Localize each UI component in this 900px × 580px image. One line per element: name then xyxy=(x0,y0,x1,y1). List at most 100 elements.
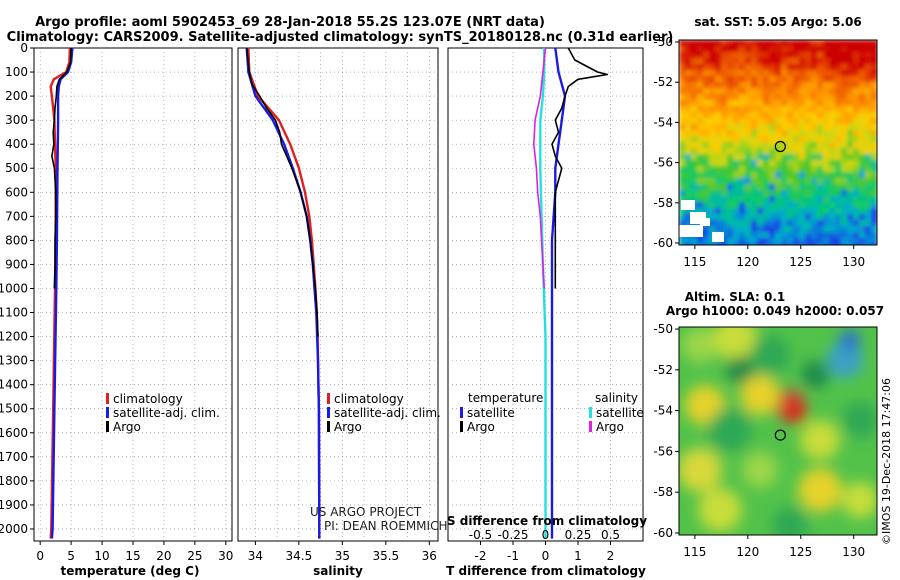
heatmap-cell xyxy=(757,232,764,239)
heatmap-cell xyxy=(769,238,776,245)
y-tick-label: 600 xyxy=(5,185,28,199)
heatmap-cell xyxy=(811,238,818,245)
heatmap-blob xyxy=(682,327,718,363)
y-tick-label: 0 xyxy=(20,41,28,55)
heatmap-cell xyxy=(721,238,728,245)
heatmap-cell xyxy=(751,238,758,245)
heatmap-cell xyxy=(715,178,722,185)
legend-title-salinity: salinity xyxy=(595,391,638,405)
heatmap-cell xyxy=(871,202,877,209)
heatmap-cell xyxy=(835,220,842,227)
heatmap-cell xyxy=(715,196,722,203)
heatmap-cell xyxy=(853,208,860,215)
heatmap-cell xyxy=(763,238,770,245)
heatmap-cell xyxy=(721,196,728,203)
heatmap-cell xyxy=(811,154,818,161)
heatmap-cell xyxy=(775,166,782,173)
heatmap-cell xyxy=(709,64,716,71)
heatmap-cell xyxy=(703,58,710,65)
series-line-argo xyxy=(245,47,319,337)
x-tick-label: 130 xyxy=(842,255,865,269)
heatmap-cell xyxy=(823,232,830,239)
heatmap-cell xyxy=(697,94,704,101)
heatmap-cell xyxy=(799,214,806,221)
temperature-xlabel: temperature (deg C) xyxy=(61,564,200,578)
heatmap-cell xyxy=(859,226,866,233)
heatmap-cell xyxy=(769,100,776,107)
heatmap-cell xyxy=(793,40,800,47)
heatmap-cell xyxy=(805,70,812,77)
legend-swatch-t-argo xyxy=(460,421,463,432)
heatmap-cell xyxy=(799,82,806,89)
heatmap-cell xyxy=(739,196,746,203)
heatmap-cell xyxy=(679,106,686,113)
heatmap-cell xyxy=(679,64,686,71)
heatmap-cell xyxy=(775,154,782,161)
heatmap-cell xyxy=(859,178,866,185)
heatmap-cell xyxy=(703,106,710,113)
heatmap-cell xyxy=(829,58,836,65)
heatmap-cell xyxy=(787,232,794,239)
heatmap-cell xyxy=(781,238,788,245)
heatmap-cell xyxy=(871,214,877,221)
heatmap-cell xyxy=(805,52,812,59)
sla-map-frame xyxy=(678,326,878,536)
heatmap-cell xyxy=(817,94,824,101)
heatmap-cell xyxy=(871,124,877,131)
heatmap-cell xyxy=(859,52,866,59)
sla-map-panel: Altim. SLA: 0.1 Argo h1000: 0.049 h2000:… xyxy=(653,290,893,559)
heatmap-cell xyxy=(739,82,746,89)
heatmap-cell xyxy=(751,124,758,131)
heatmap-cell xyxy=(739,154,746,161)
heatmap-cell xyxy=(703,232,710,239)
heatmap-cell xyxy=(757,118,764,125)
heatmap-cell xyxy=(799,88,806,95)
heatmap-cell xyxy=(691,166,698,173)
heatmap-cell xyxy=(865,202,872,209)
heatmap-cell xyxy=(757,148,764,155)
heatmap-cell xyxy=(691,184,698,191)
heatmap-cell xyxy=(679,148,686,155)
heatmap-cell xyxy=(841,214,848,221)
heatmap-cell xyxy=(703,202,710,209)
heatmap-cell xyxy=(811,112,818,119)
heatmap-cell xyxy=(871,118,877,125)
heatmap-cell xyxy=(775,232,782,239)
heatmap-cell xyxy=(817,106,824,113)
heatmap-cell xyxy=(829,196,836,203)
heatmap-cell xyxy=(715,52,722,59)
heatmap-cell xyxy=(841,112,848,119)
heatmap-cell xyxy=(751,112,758,119)
heatmap-cell xyxy=(709,52,716,59)
heatmap-cell xyxy=(793,160,800,167)
heatmap-cell xyxy=(685,214,692,221)
heatmap-cell xyxy=(793,220,800,227)
heatmap-cell xyxy=(829,238,836,245)
heatmap-cell xyxy=(811,190,818,197)
heatmap-cell xyxy=(751,94,758,101)
heatmap-cell xyxy=(751,130,758,137)
heatmap-cell xyxy=(805,130,812,137)
legend-label-s-satellite: satellite xyxy=(596,406,644,420)
heatmap-cell xyxy=(679,94,686,101)
heatmap-cell xyxy=(757,64,764,71)
heatmap-cell xyxy=(709,196,716,203)
heatmap-cell xyxy=(769,52,776,59)
heatmap-cell xyxy=(763,154,770,161)
heatmap-cell xyxy=(757,202,764,209)
heatmap-cell xyxy=(685,184,692,191)
heatmap-cell xyxy=(709,184,716,191)
heatmap-cell xyxy=(853,214,860,221)
heatmap-cell xyxy=(763,88,770,95)
heatmap-cell xyxy=(781,214,788,221)
heatmap-cell xyxy=(829,130,836,137)
heatmap-cell xyxy=(775,160,782,167)
heatmap-cell xyxy=(817,226,824,233)
heatmap-cell xyxy=(721,220,728,227)
heatmap-cell xyxy=(721,112,728,119)
heatmap-cell xyxy=(799,172,806,179)
heatmap-cell xyxy=(853,220,860,227)
heatmap-cell xyxy=(781,208,788,215)
heatmap-cell xyxy=(859,160,866,167)
heatmap-cell xyxy=(757,190,764,197)
